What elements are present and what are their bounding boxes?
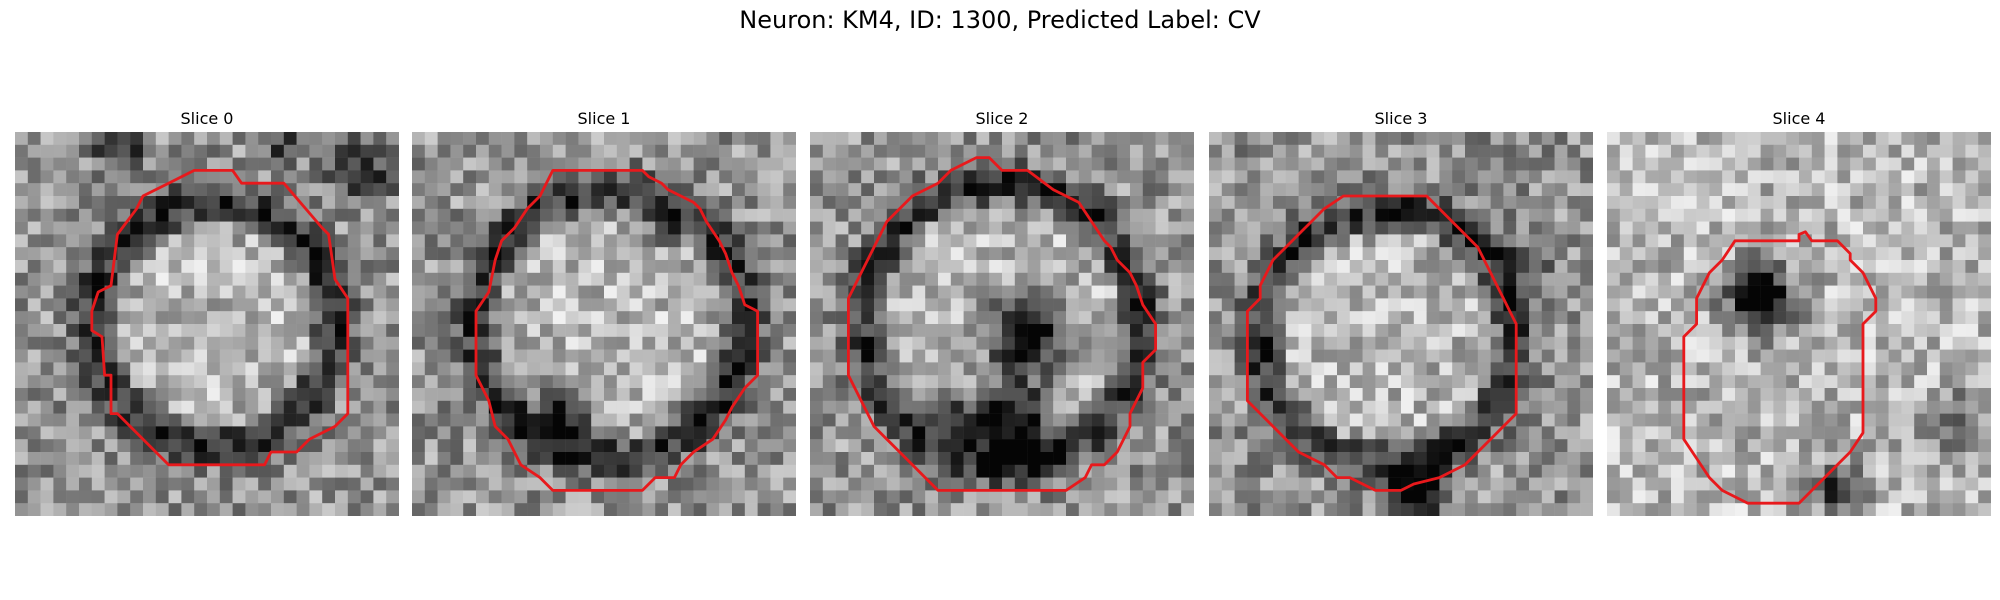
slice-panel-2: Slice 2 <box>810 106 1194 516</box>
slice-title-2: Slice 2 <box>975 109 1029 128</box>
cell-contour-3 <box>1245 194 1518 492</box>
slice-panel-3: Slice 3 <box>1209 106 1593 516</box>
cell-contour-0 <box>90 168 350 467</box>
cell-pixels-4 <box>1607 132 1991 516</box>
slice-panel-0: Slice 0 <box>15 106 399 516</box>
slice-panel-4: Slice 4 <box>1607 106 1991 516</box>
slice-image-2 <box>810 132 1194 516</box>
cell-pixels-0 <box>15 132 399 516</box>
slice-title-1: Slice 1 <box>577 109 631 128</box>
slice-panel-1: Slice 1 <box>412 106 796 516</box>
slice-image-0 <box>15 132 399 516</box>
cell-contour-2 <box>846 156 1158 492</box>
slice-title-3: Slice 3 <box>1374 109 1428 128</box>
cell-pixels-2 <box>810 132 1194 516</box>
cell-pixels-1 <box>412 132 796 516</box>
slice-image-4 <box>1607 132 1991 516</box>
slice-title-4: Slice 4 <box>1772 109 1826 128</box>
cell-pixels-3 <box>1209 132 1593 516</box>
slice-image-3 <box>1209 132 1593 516</box>
slice-image-1 <box>412 132 796 516</box>
figure-title: Neuron: KM4, ID: 1300, Predicted Label: … <box>739 6 1261 34</box>
cell-contour-4 <box>1682 230 1878 505</box>
cell-contour-1 <box>474 168 760 492</box>
slice-title-0: Slice 0 <box>180 109 234 128</box>
